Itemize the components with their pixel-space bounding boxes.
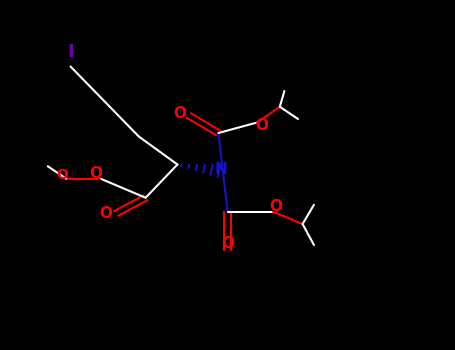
Text: I: I xyxy=(67,43,74,62)
Text: O: O xyxy=(221,236,234,251)
Text: O: O xyxy=(100,206,112,221)
Text: O: O xyxy=(89,166,102,181)
Text: O: O xyxy=(255,119,268,133)
Text: O: O xyxy=(56,168,68,182)
Text: O: O xyxy=(269,199,282,214)
Text: O: O xyxy=(173,106,186,121)
Text: N: N xyxy=(214,162,227,177)
